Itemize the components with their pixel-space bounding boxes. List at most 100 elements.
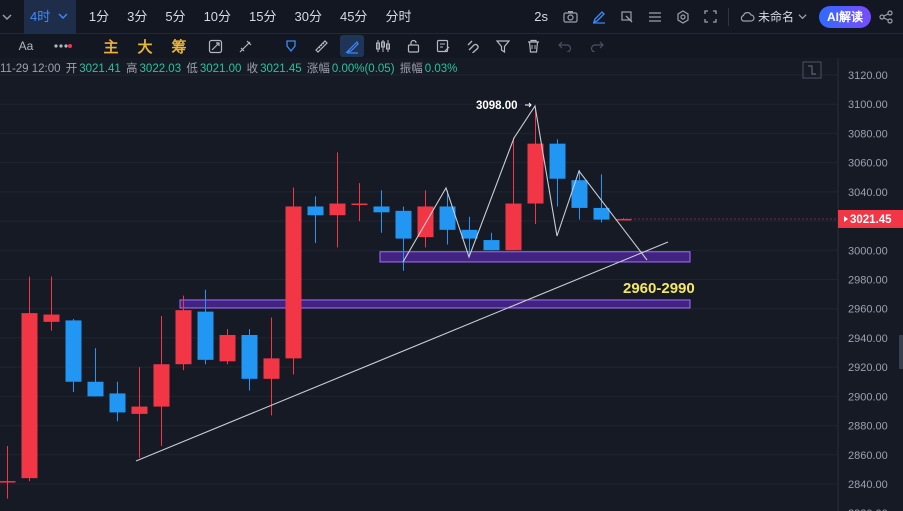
trash-icon[interactable] xyxy=(522,35,544,57)
candle[interactable] xyxy=(109,381,126,422)
candle[interactable] xyxy=(395,206,412,271)
candle[interactable] xyxy=(175,295,192,371)
timeframe-3m[interactable]: 3分 xyxy=(127,8,148,24)
candle[interactable] xyxy=(439,190,456,245)
candle[interactable] xyxy=(219,329,236,365)
magnet-icon[interactable] xyxy=(462,35,484,57)
camera-icon[interactable] xyxy=(560,6,582,28)
candle[interactable] xyxy=(461,216,478,257)
toolbar-divider xyxy=(727,7,729,26)
ohlc-time: 11-29 12:00 xyxy=(0,63,61,75)
ai-interpret-button[interactable]: AI解读 xyxy=(818,5,871,28)
expand-chart-icon[interactable] xyxy=(802,61,822,79)
clear-drawings-icon[interactable] xyxy=(234,35,256,57)
timeframe-intraday[interactable]: 分时 xyxy=(385,8,412,24)
refresh-interval[interactable]: 2s xyxy=(534,8,548,24)
candle[interactable] xyxy=(351,183,368,222)
candle[interactable] xyxy=(21,276,38,482)
candle-body xyxy=(285,206,302,359)
candle[interactable] xyxy=(0,446,16,499)
candle[interactable] xyxy=(571,169,588,220)
candle-pattern-icon[interactable] xyxy=(372,35,394,57)
price-tick-label: 3000.00 xyxy=(848,245,888,257)
candle[interactable] xyxy=(549,139,566,207)
candle[interactable] xyxy=(417,190,434,248)
candle[interactable] xyxy=(197,289,214,365)
candle[interactable] xyxy=(505,137,522,251)
candle-body xyxy=(593,207,610,220)
candle[interactable] xyxy=(131,367,148,458)
candle-body xyxy=(219,335,236,362)
support-zone[interactable] xyxy=(379,251,691,263)
panel-resize-handle[interactable] xyxy=(899,335,903,369)
candle[interactable] xyxy=(263,317,280,416)
price-arrow-icon xyxy=(844,215,848,222)
timeframe-10m[interactable]: 10分 xyxy=(203,8,232,24)
candle-body xyxy=(263,358,280,379)
candle-body xyxy=(21,313,38,479)
list-icon[interactable] xyxy=(644,6,666,28)
price-axis-bg xyxy=(838,58,903,511)
change-label: 涨幅 xyxy=(306,63,330,75)
redo-icon[interactable] xyxy=(586,35,608,57)
candle[interactable] xyxy=(43,276,60,331)
annotation-layer: 3098.00 2960-2990 xyxy=(476,100,695,297)
trend-line[interactable] xyxy=(135,241,669,462)
ruler-icon[interactable] xyxy=(310,35,332,57)
candle[interactable] xyxy=(483,232,500,251)
candle[interactable] xyxy=(329,152,346,248)
share-icon[interactable] xyxy=(875,6,897,28)
chevron-down-icon xyxy=(798,14,807,20)
price-axis[interactable]: 3120.00 3100.00 3080.00 3060.00 3040.00 3020.… xyxy=(837,58,903,511)
candle-body xyxy=(615,218,632,221)
note-icon[interactable] xyxy=(432,35,454,57)
zigzag-pattern[interactable] xyxy=(402,104,648,263)
dots-menu-icon[interactable] xyxy=(52,35,74,57)
indicator-chip-button[interactable]: 筹 xyxy=(171,38,187,56)
timeframe-1m[interactable]: 1分 xyxy=(88,8,110,24)
candle-body xyxy=(43,314,60,322)
candle[interactable] xyxy=(615,218,632,221)
timeframe-45m[interactable]: 45分 xyxy=(339,8,368,24)
candle[interactable] xyxy=(593,174,610,223)
arrow-right-icon xyxy=(525,102,532,108)
timeframe-toolbar: 4时 1分 3分 5分 10分 15分 30分 45分 分时 2s 未命名 AI… xyxy=(0,0,903,34)
timeframe-15m[interactable]: 15分 xyxy=(249,8,277,24)
text-tool-button[interactable]: Aa xyxy=(18,39,34,53)
candle-body xyxy=(197,311,214,360)
settings-icon[interactable] xyxy=(672,6,694,28)
candle[interactable] xyxy=(527,107,544,224)
compare-icon[interactable] xyxy=(204,35,226,57)
candle[interactable] xyxy=(65,318,82,392)
candle-layer xyxy=(0,107,632,499)
candle[interactable] xyxy=(87,348,104,397)
open-label: 开 xyxy=(65,63,78,75)
chevron-down-icon[interactable] xyxy=(0,6,14,28)
indicator-main-button[interactable]: 主 xyxy=(103,38,119,56)
candle-body xyxy=(131,406,148,414)
timeframe-active[interactable]: 4时 xyxy=(24,0,76,34)
pencil-icon[interactable] xyxy=(588,6,610,28)
candle[interactable] xyxy=(373,190,390,233)
candle[interactable] xyxy=(307,196,324,243)
cursor-icon[interactable] xyxy=(280,35,302,57)
candle[interactable] xyxy=(285,187,302,375)
lock-icon[interactable] xyxy=(402,35,424,57)
draw-line-icon[interactable] xyxy=(340,35,364,57)
candle-body xyxy=(175,310,192,365)
filter-icon[interactable] xyxy=(492,35,514,57)
fullscreen-icon[interactable] xyxy=(700,6,722,28)
candle[interactable] xyxy=(153,316,170,447)
undo-icon[interactable] xyxy=(554,35,576,57)
layout-selector[interactable]: 未命名 xyxy=(735,0,811,34)
timeframe-5m[interactable]: 5分 xyxy=(165,8,186,24)
amplitude-value: 0.03% xyxy=(424,63,458,75)
indicator-big-button[interactable]: 大 xyxy=(137,38,153,56)
timeframe-30m[interactable]: 30分 xyxy=(294,8,322,24)
support-zone[interactable] xyxy=(179,299,691,309)
candle[interactable] xyxy=(241,329,258,391)
candle-body xyxy=(571,180,588,208)
replay-icon[interactable] xyxy=(616,6,638,28)
drawing-toolbar: Aa 主 大 筹 xyxy=(0,34,903,58)
